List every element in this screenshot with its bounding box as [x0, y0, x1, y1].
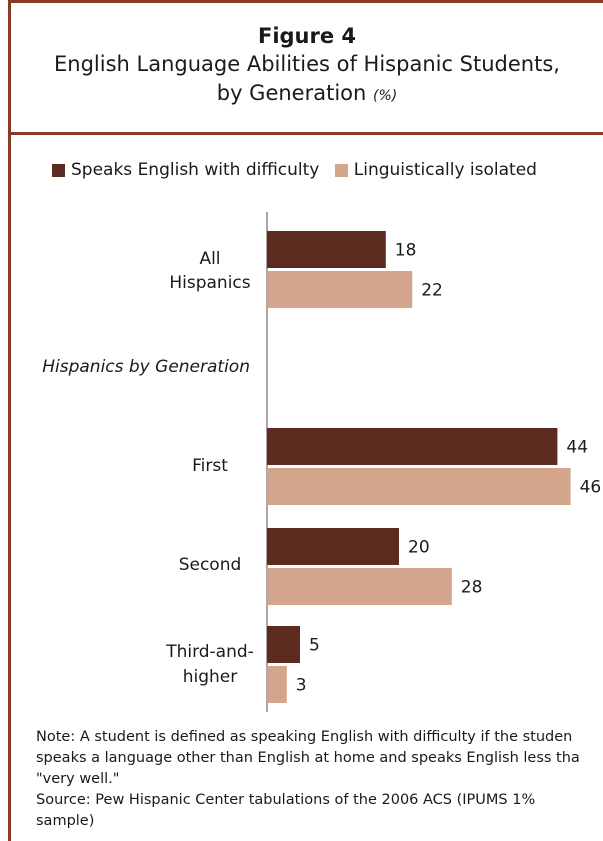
legend-label-isolated: Linguistically isolated — [353, 160, 537, 180]
bar — [267, 666, 287, 703]
note-line-3: "very well." — [36, 771, 120, 787]
figure-unit: (%) — [373, 88, 398, 104]
legend-swatch-isolated — [334, 163, 348, 177]
bar — [267, 568, 452, 605]
category-label: higher — [183, 667, 238, 687]
header-divider — [8, 132, 603, 135]
data-label: 46 — [580, 478, 602, 498]
category-label: Third-and- — [165, 642, 254, 662]
figure-title-line1: English Language Abilities of Hispanic S… — [54, 52, 560, 76]
figure-header: Figure 4 English Language Abilities of H… — [11, 22, 603, 111]
legend-swatch-difficulty — [52, 163, 65, 177]
category-label: Hispanics — [169, 273, 250, 293]
bar — [267, 271, 413, 308]
data-label: 18 — [395, 241, 417, 261]
frame-left-border — [8, 0, 11, 841]
section-label: Hispanics by Generation — [42, 357, 250, 377]
category-label: Second — [179, 555, 242, 575]
data-label: 3 — [296, 676, 307, 696]
footnote: Note: A student is defined as speaking E… — [36, 727, 603, 832]
figure-title-text: by Generation — [216, 81, 367, 105]
bar — [267, 428, 558, 465]
bar — [267, 626, 300, 663]
figure-title-line2: by Generation (%) — [11, 79, 603, 111]
data-label: 28 — [461, 578, 483, 598]
source-line-2: sample) — [36, 813, 95, 829]
bar — [267, 468, 571, 505]
data-label: 22 — [421, 281, 443, 301]
data-label: 44 — [566, 438, 588, 458]
source-line-1: Source: Pew Hispanic Center tabulations … — [36, 792, 536, 808]
note-line-2: speaks a language other than English at … — [36, 750, 580, 766]
data-label: 5 — [309, 636, 320, 656]
frame-top-border — [8, 0, 603, 3]
bar — [267, 528, 399, 565]
category-label: All — [199, 249, 220, 269]
bar — [267, 231, 386, 268]
data-label: 20 — [408, 538, 430, 558]
figure-label: Figure 4 — [257, 24, 357, 48]
category-label: First — [192, 456, 228, 476]
legend-label-difficulty: Speaks English with difficulty — [71, 160, 320, 180]
chart-legend: Speaks English with difficulty Linguisti… — [52, 160, 547, 182]
legend-item-isolated: Linguistically isolated — [334, 160, 537, 180]
note-line-1: Note: A student is defined as speaking E… — [36, 729, 573, 745]
legend-item-difficulty: Speaks English with difficulty — [52, 160, 319, 180]
